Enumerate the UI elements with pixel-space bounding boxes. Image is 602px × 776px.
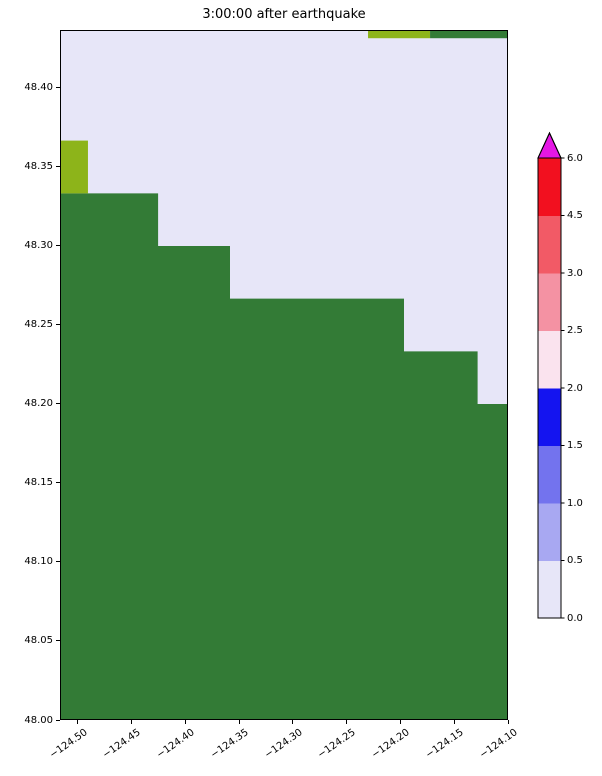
x-tick-label: −124.10 [477, 727, 520, 761]
y-tick-label: 48.40 [24, 82, 53, 93]
colorbar-tick-label: 2.0 [567, 383, 583, 394]
x-tick-label: −124.45 [101, 727, 144, 761]
y-tick-label: 48.15 [24, 477, 53, 488]
colorbar-tick-label: 0.5 [567, 555, 583, 566]
colorbar-segment [538, 560, 561, 619]
colorbar [537, 131, 565, 619]
colorbar-tick-label: 3.0 [567, 268, 583, 279]
y-tick-label: 48.05 [24, 635, 53, 646]
colorbar-segment [538, 388, 561, 446]
land-region [60, 193, 508, 720]
top-strip-green [430, 30, 508, 39]
y-tick-label: 48.10 [24, 556, 53, 567]
colorbar-tick-label: 6.0 [567, 153, 583, 164]
colorbar-segment [538, 330, 561, 389]
x-tick-mark [77, 720, 79, 724]
colorbar-tick-label: 1.0 [567, 498, 583, 509]
y-tick-mark [56, 640, 60, 642]
x-tick-mark [453, 720, 455, 724]
colorbar-outline [537, 131, 562, 619]
x-tick-label: −124.30 [262, 727, 305, 761]
colorbar-segment [538, 273, 561, 331]
colorbar-tick-label: 0.0 [567, 613, 583, 624]
y-tick-mark [56, 403, 60, 405]
y-tick-mark [56, 245, 60, 247]
y-tick-label: 48.30 [24, 240, 53, 251]
chart-title: 3:00:00 after earthquake [202, 7, 366, 22]
y-tick-label: 48.20 [24, 398, 53, 409]
colorbar-extend-triangle [537, 131, 562, 159]
map-plot [60, 30, 508, 720]
colorbar-tick-label: 2.5 [567, 325, 583, 336]
x-tick-label: −124.40 [154, 727, 197, 761]
colorbar-tick-label: 4.5 [567, 210, 583, 221]
x-tick-mark [292, 720, 294, 724]
colorbar-segment [538, 215, 561, 274]
y-tick-label: 48.35 [24, 161, 53, 172]
colorbar-segment [538, 503, 561, 561]
y-tick-label: 48.25 [24, 319, 53, 330]
x-tick-mark [238, 720, 240, 724]
x-tick-label: −124.15 [423, 727, 466, 761]
plot-border [60, 30, 508, 720]
x-tick-mark [346, 720, 348, 724]
y-tick-mark [56, 561, 60, 563]
x-tick-label: −124.50 [47, 727, 90, 761]
colorbar-segment [538, 445, 561, 504]
y-tick-label: 48.00 [24, 715, 53, 726]
y-tick-mark [56, 482, 60, 484]
x-tick-label: −124.25 [316, 727, 359, 761]
top-strip-olive [368, 30, 431, 39]
x-tick-label: −124.35 [208, 727, 251, 761]
y-tick-mark [56, 719, 60, 721]
x-tick-mark [131, 720, 133, 724]
colorbar-tick-label: 1.5 [567, 440, 583, 451]
x-tick-label: −124.20 [369, 727, 412, 761]
y-tick-mark [56, 166, 60, 168]
coastal-cell-olive [60, 140, 88, 194]
x-tick-mark [399, 720, 401, 724]
x-tick-mark [184, 720, 186, 724]
colorbar-segment [538, 158, 561, 216]
y-tick-mark [56, 324, 60, 326]
x-tick-mark [507, 720, 509, 724]
y-tick-mark [56, 87, 60, 89]
